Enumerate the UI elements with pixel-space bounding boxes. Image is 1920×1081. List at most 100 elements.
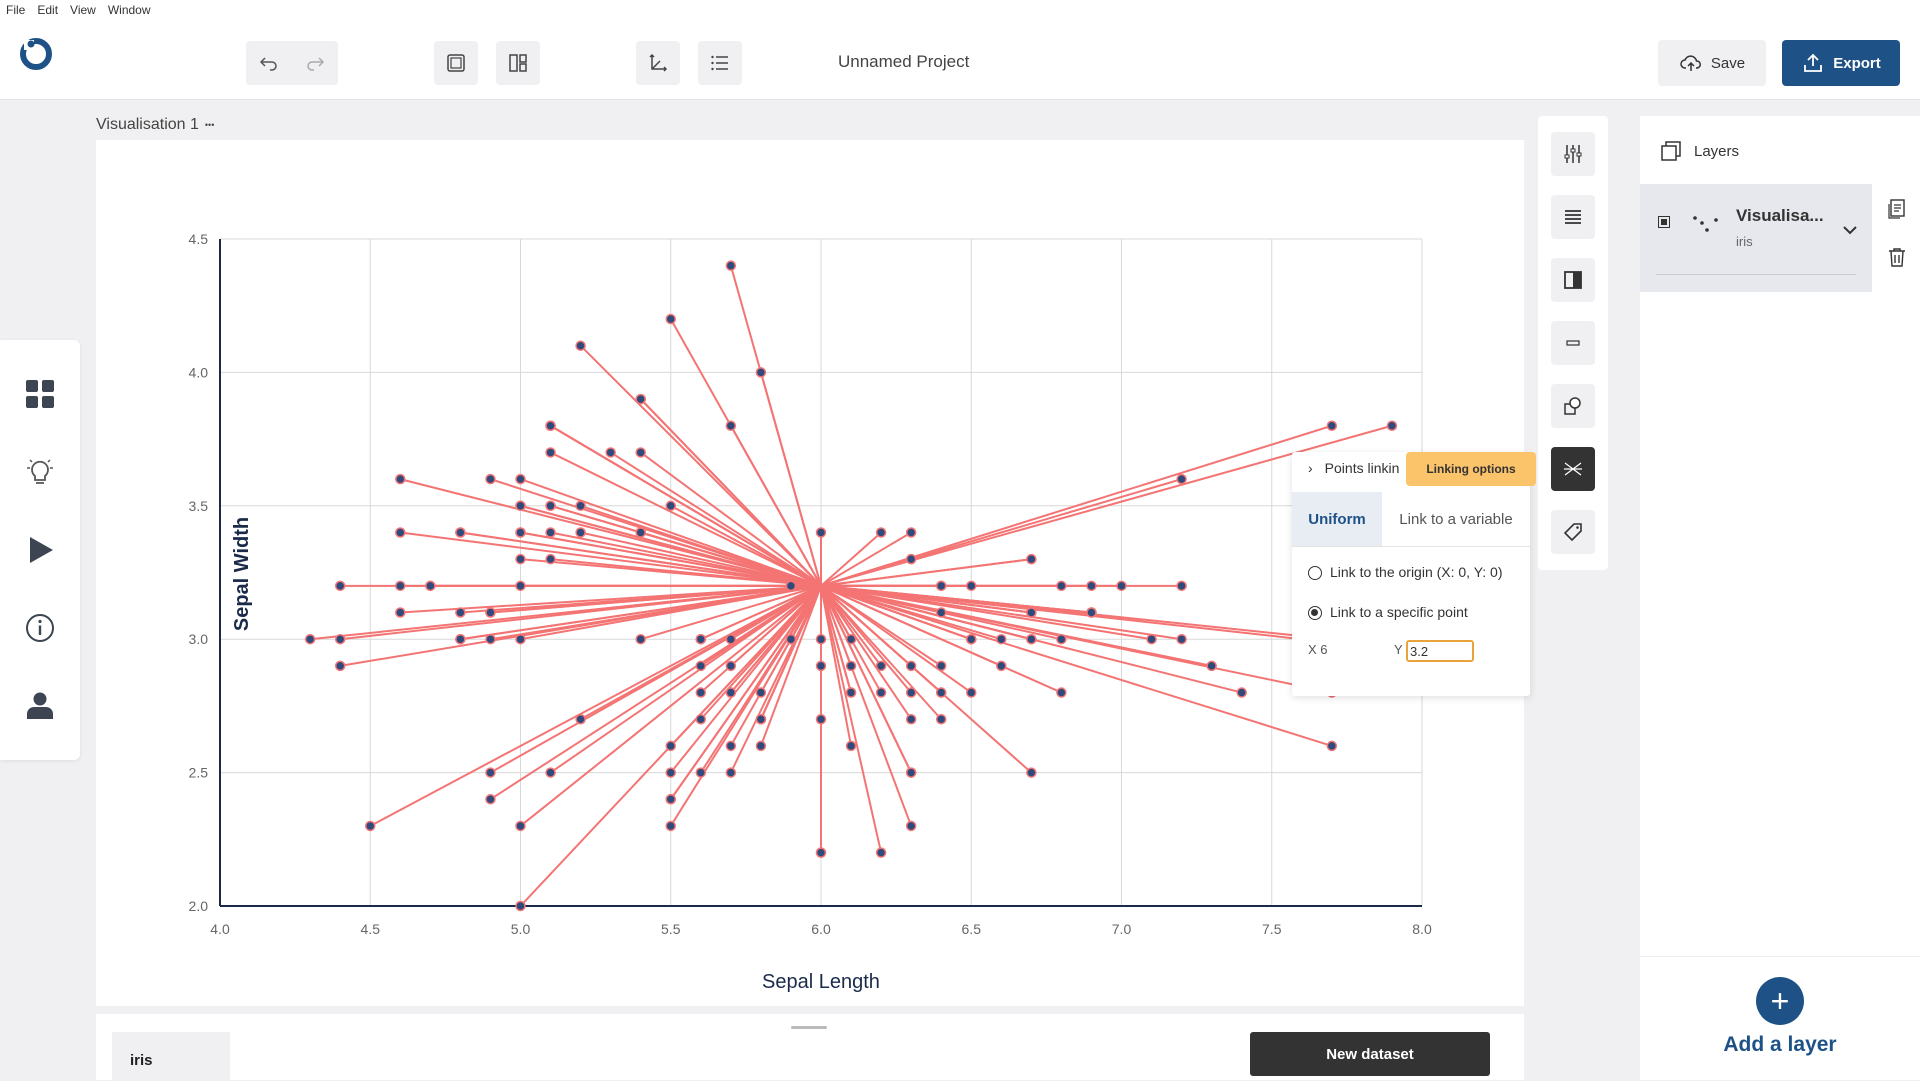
data-point xyxy=(545,767,556,778)
grid-layout-icon xyxy=(509,54,527,72)
menu-window[interactable]: Window xyxy=(107,3,151,17)
new-dataset-button[interactable]: New dataset xyxy=(1250,1032,1490,1076)
link-line xyxy=(520,584,822,641)
data-point xyxy=(575,500,586,512)
multi-view-button[interactable] xyxy=(496,41,540,85)
add-layer-label[interactable]: Add a layer xyxy=(1723,1033,1837,1056)
x-field[interactable]: X 6 xyxy=(1308,642,1328,657)
data-point xyxy=(725,767,737,778)
layers-header: Layers xyxy=(1660,140,1739,162)
layer-checkbox[interactable] xyxy=(1658,216,1670,228)
add-layer-button[interactable]: + xyxy=(1756,977,1804,1025)
tag-icon[interactable] xyxy=(1551,510,1595,554)
visualisation-label[interactable]: Visualisation 1 ••• xyxy=(96,116,214,134)
data-point xyxy=(545,447,556,458)
dashboard-icon[interactable] xyxy=(20,374,60,414)
data-point xyxy=(665,500,676,512)
data-point xyxy=(935,580,947,592)
single-view-button[interactable] xyxy=(434,41,478,85)
link-line xyxy=(820,585,853,747)
menu-edit[interactable]: Edit xyxy=(37,3,59,17)
data-point xyxy=(1326,740,1338,752)
x-tick-label: 7.0 xyxy=(1112,921,1132,937)
layer-item[interactable]: Visualisa... iris xyxy=(1640,184,1920,292)
data-point xyxy=(815,713,827,725)
align-icon[interactable] xyxy=(1551,195,1595,239)
y-input[interactable]: 3.2 xyxy=(1406,640,1474,662)
radio-origin[interactable] xyxy=(1308,566,1322,580)
tab-link-variable[interactable]: Link to a variable xyxy=(1399,510,1513,528)
data-point xyxy=(1086,580,1097,592)
option-origin-label: Link to the origin (X: 0, Y: 0) xyxy=(1330,564,1503,580)
undo-button[interactable] xyxy=(246,41,292,85)
trash-icon[interactable] xyxy=(1886,246,1908,268)
y-tick-label: 4.5 xyxy=(189,231,209,247)
link-line xyxy=(820,584,972,641)
link-line xyxy=(820,585,883,853)
dataset-panel: iris New dataset xyxy=(96,1014,1524,1080)
scatter-chart[interactable]: 4.0 4.5 5.0 5.5 6.0 6.5 7.0 7.5 8.0 2.0 2.5 3.0 3.5 4… xyxy=(96,140,1524,1006)
option-link-origin[interactable]: Link to the origin (X: 0, Y: 0) xyxy=(1308,564,1518,580)
sliders-icon[interactable] xyxy=(1551,132,1595,176)
data-point xyxy=(875,847,887,858)
data-point xyxy=(905,687,917,698)
chevron-down-icon[interactable] xyxy=(1840,220,1860,240)
data-point xyxy=(334,580,346,592)
menu-file[interactable]: File xyxy=(6,3,26,17)
link-mode-tabs: Uniform Link to a variable xyxy=(1292,492,1530,547)
link-line xyxy=(820,584,1032,641)
data-point xyxy=(515,527,526,538)
data-point xyxy=(515,633,526,645)
menu-view[interactable]: View xyxy=(70,3,96,17)
minus-box-icon[interactable] xyxy=(1551,321,1595,365)
data-point xyxy=(1146,633,1157,645)
play-icon[interactable] xyxy=(20,530,60,570)
option-link-point[interactable]: Link to a specific point xyxy=(1308,604,1468,620)
x-tick-label: 4.5 xyxy=(361,921,381,937)
visualisation-canvas[interactable]: 4.0 4.5 5.0 5.5 6.0 6.5 7.0 7.5 8.0 2.0 2.5 3.0 3.5 4… xyxy=(96,140,1524,1006)
y-tick-label: 3.5 xyxy=(189,498,209,514)
link-line xyxy=(820,584,1092,614)
link-line xyxy=(489,584,822,774)
save-button[interactable]: Save xyxy=(1658,40,1766,86)
radio-point[interactable] xyxy=(1308,606,1322,620)
lightbulb-icon[interactable] xyxy=(20,452,60,492)
axes-button[interactable] xyxy=(636,41,680,85)
link-line xyxy=(759,585,822,720)
plus-icon: + xyxy=(1770,982,1790,1019)
data-point xyxy=(845,660,857,672)
user-icon[interactable] xyxy=(20,686,60,726)
link-line xyxy=(369,584,822,827)
export-button[interactable]: Export xyxy=(1782,40,1900,86)
data-point xyxy=(905,820,917,832)
data-point xyxy=(304,633,316,645)
list-button[interactable] xyxy=(698,41,742,85)
visualisation-name: Visualisation 1 xyxy=(96,116,199,133)
tab-uniform[interactable]: Uniform xyxy=(1292,492,1382,546)
x-tick-label: 4.0 xyxy=(210,921,230,937)
contrast-icon[interactable] xyxy=(1551,258,1595,302)
link-line xyxy=(490,478,822,587)
app-logo-icon[interactable] xyxy=(18,36,54,72)
duplicate-icon[interactable] xyxy=(1886,198,1908,220)
x-label: X xyxy=(1308,642,1317,657)
link-points-icon[interactable] xyxy=(1551,447,1595,491)
axes-icon xyxy=(649,53,668,72)
resize-handle[interactable] xyxy=(791,1026,827,1029)
data-point xyxy=(575,527,586,538)
data-point xyxy=(695,687,707,698)
data-point xyxy=(1236,687,1247,698)
data-point xyxy=(515,473,526,485)
link-line xyxy=(519,585,822,827)
dataset-tab-iris[interactable]: iris xyxy=(112,1032,230,1080)
project-title[interactable]: Unnamed Project xyxy=(838,52,970,71)
data-point xyxy=(815,847,827,858)
info-icon[interactable] xyxy=(20,608,60,648)
more-options-icon[interactable]: ••• xyxy=(204,120,215,130)
data-point xyxy=(665,794,676,805)
y-label: Y xyxy=(1394,642,1403,657)
redo-button[interactable] xyxy=(292,41,338,85)
points-linking-header[interactable]: › Points linkin xyxy=(1308,460,1399,476)
data-point xyxy=(515,580,526,592)
shapes-icon[interactable] xyxy=(1551,384,1595,428)
